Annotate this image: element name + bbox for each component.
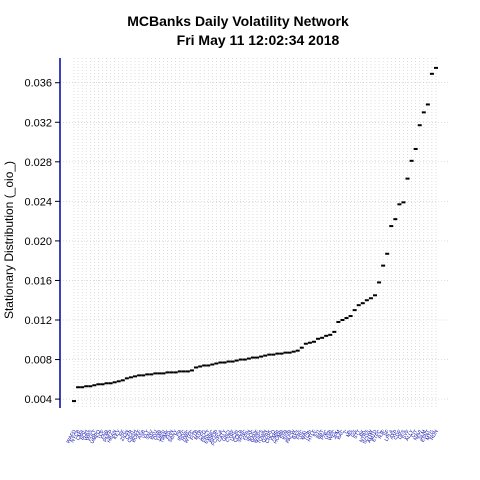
x-tick-labels: WAFDNYCBCMABOHWBSFULTUMPQTCFFNBPNFPHBANK… <box>65 428 440 447</box>
x-tick-label: JPM <box>332 429 342 441</box>
y-tick-label: 0.004 <box>24 394 52 406</box>
x-tick-label: FITB <box>189 428 200 441</box>
x-tick-label: WBS <box>83 428 94 441</box>
x-tick-label: BAC <box>336 429 347 441</box>
x-tick-label: PNC <box>319 429 330 441</box>
x-tick-label: NAVI <box>413 429 424 442</box>
x-tick-label: BK <box>358 428 367 437</box>
x-tick-label: BXS <box>291 428 302 440</box>
x-tick-label: CFG <box>197 429 208 441</box>
x-tick-label: ONB <box>153 428 164 441</box>
x-tick-label: MS <box>345 428 354 438</box>
x-tick-label: LPLA <box>384 428 396 442</box>
x-tick-label: FHN <box>165 429 176 441</box>
x-tick-label: WFC <box>327 429 338 442</box>
x-tick-label: FFIN <box>242 429 253 442</box>
x-tick-label: ALLY <box>404 428 415 442</box>
x-tick-label: BBT <box>316 429 326 440</box>
x-tick-label: PB <box>175 428 184 437</box>
x-tick-label: C <box>343 429 350 435</box>
x-tick-label: RDN <box>429 429 440 442</box>
x-tick-label: STI <box>313 429 322 439</box>
grid-lines <box>60 58 450 408</box>
x-tick-label: FMBI <box>270 429 281 442</box>
x-tick-label: HWC <box>180 429 191 443</box>
x-tick-label: GBCI <box>221 429 232 443</box>
y-tick-label: 0.028 <box>24 157 52 169</box>
x-tick-label: SIVB <box>282 428 293 441</box>
x-tick-label: FULT <box>87 429 98 443</box>
x-tick-label: CFR <box>124 429 135 441</box>
y-tick-label: 0.024 <box>24 196 52 208</box>
x-tick-label: TCBI <box>303 429 314 442</box>
x-tick-label: UBSI <box>156 429 167 442</box>
x-tick-label: BKU <box>149 429 160 441</box>
x-tick-label: SYF <box>401 429 411 440</box>
y-tick-label: 0.036 <box>24 78 52 90</box>
x-tick-label: GS <box>350 428 359 438</box>
x-tick-label: CIT <box>410 429 419 439</box>
x-tick-label: ASB <box>137 428 148 440</box>
x-tick-label: SF <box>383 429 391 438</box>
x-tick-label: SLM <box>417 429 427 441</box>
x-tick-label: MTG <box>425 429 436 442</box>
x-tick-label: RJF <box>377 429 387 440</box>
x-tick-label: ETFC <box>371 429 383 444</box>
x-tick-label: FRC <box>295 429 306 441</box>
x-tick-label: TCF <box>96 429 106 440</box>
x-tick-label: BANF <box>249 429 261 444</box>
y-tick-label: 0.016 <box>24 275 52 287</box>
x-tick-label: HTLF <box>306 429 317 443</box>
chart-title: MCBanks Daily Volatility Network <box>127 13 349 29</box>
x-tick-label: USB <box>324 428 335 440</box>
x-tick-label: KEY <box>112 428 123 440</box>
x-tick-label: BOH <box>79 429 90 442</box>
x-tick-label: FNB <box>100 428 111 440</box>
y-tick-label: 0.032 <box>24 117 52 129</box>
x-tick-label: WAL <box>299 429 310 441</box>
x-tick-label: ZION <box>119 429 130 443</box>
x-tick-label: SNV <box>145 428 156 440</box>
y-tick-label: 0.012 <box>24 315 52 327</box>
x-tick-label: PBCT <box>200 429 212 444</box>
x-tick-label: CVBF <box>224 429 236 444</box>
x-tick-label: SSB <box>279 428 290 440</box>
x-tick-label: IBKC <box>177 429 188 442</box>
chart-subtitle: Fri May 11 12:02:34 2018 <box>177 32 340 48</box>
x-tick-label: CMA <box>75 428 86 441</box>
data-points <box>72 66 438 403</box>
y-tick-label: 0.020 <box>24 236 52 248</box>
y-axis: 0.004 0.008 0.012 0.016 0.020 0.024 0.028 0.032… <box>24 58 61 408</box>
x-tick-label: VLY <box>141 428 151 439</box>
x-tick-label: RF <box>118 429 127 438</box>
x-tick-label: IBOC <box>245 429 257 443</box>
y-axis-title: Stationary Distribution (_oio_) <box>2 161 16 319</box>
x-tick-label: STT <box>353 429 363 440</box>
x-tick-label: UCBI <box>229 429 240 442</box>
x-tick-label: DFS <box>397 428 408 440</box>
x-tick-label: COF <box>393 429 403 441</box>
x-tick-label: ESNT <box>420 429 432 444</box>
x-tick-label: AXP <box>389 428 400 440</box>
y-tick-label: 0.008 <box>24 355 52 367</box>
x-tick-label: MTB <box>193 428 204 441</box>
